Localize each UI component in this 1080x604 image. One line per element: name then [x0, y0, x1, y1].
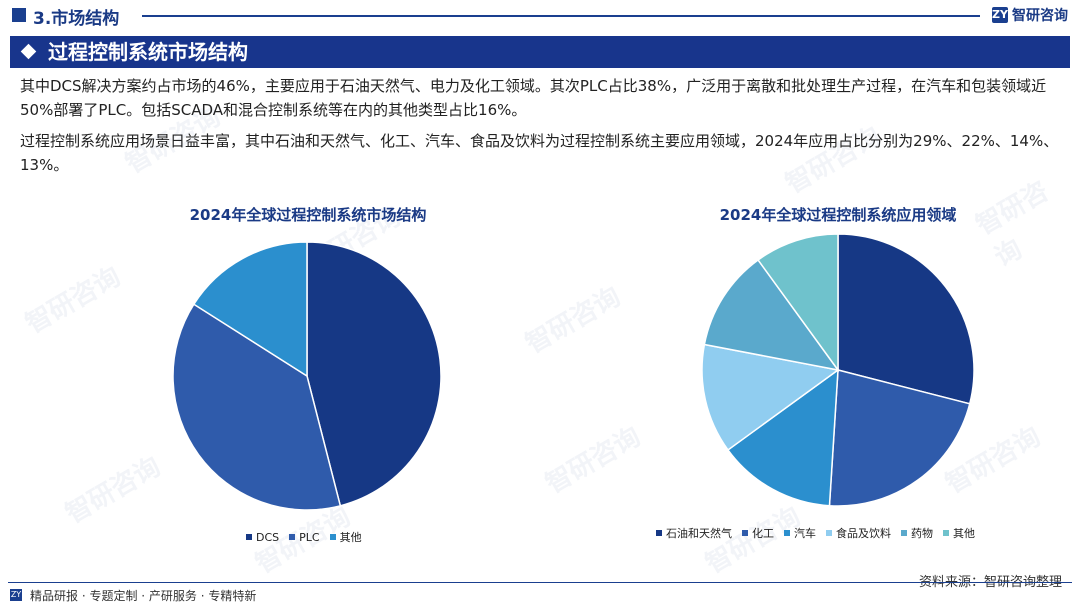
legend-swatch — [329, 534, 336, 540]
legend-label: 化工 — [752, 527, 774, 540]
brand-logo: ZY 智研咨询 — [992, 5, 1068, 25]
diamond-icon — [20, 43, 37, 60]
logo-text: 智研咨询 — [1012, 8, 1068, 24]
footer-rule — [8, 582, 1072, 583]
footer-logo-icon: ZY — [10, 589, 22, 601]
legend-item: 石油和天然气 — [656, 525, 732, 541]
pie-chart-market-structure — [172, 241, 442, 511]
paragraph-applications: 过程控制系统应用场景日益丰富，其中石油和天然气、化工、汽车、食品及饮料为过程控制… — [20, 132, 1059, 174]
pie-slice-3 — [192, 241, 308, 378]
title-banner: 过程控制系统市场结构 — [10, 36, 1070, 68]
legend-item: 汽车 — [784, 525, 816, 541]
pie-slice-2 — [828, 369, 971, 507]
legend-label: 药物 — [911, 527, 933, 540]
pie-slice-1 — [837, 233, 975, 405]
legend-item: 其他 — [329, 529, 362, 545]
legend-swatch — [289, 534, 296, 540]
footer-links: 精品研报 · 专题定制 · 产研服务 · 专精特新 — [30, 589, 257, 603]
paragraph-market-share: 其中DCS解决方案约占市场的46%，主要应用于石油天然气、电力及化工领域。其次P… — [20, 77, 1047, 119]
header-rule — [142, 15, 980, 17]
watermark-text: 智研咨询 — [60, 451, 166, 530]
pie-slice-2 — [172, 303, 342, 511]
legend-label: 食品及饮料 — [836, 527, 891, 540]
watermark-text: 智研咨询 — [20, 261, 126, 340]
legend-swatch — [246, 534, 252, 540]
pie-chart-application-fields — [701, 233, 975, 507]
legend-swatch — [943, 530, 949, 536]
legend-swatch — [901, 530, 907, 536]
legend-label: 其他 — [339, 531, 362, 544]
pie-slice-5 — [703, 258, 840, 372]
legend-label: 其他 — [953, 527, 975, 540]
legend-swatch — [826, 530, 832, 536]
page-title: 过程控制系统市场结构 — [48, 40, 248, 64]
legend-label: DCS — [256, 530, 280, 544]
legend-label: 汽车 — [794, 527, 816, 540]
legend-item: 其他 — [943, 525, 975, 541]
legend-label: PLC — [299, 530, 320, 544]
logo-icon: ZY — [992, 7, 1008, 23]
legend-item: 化工 — [742, 525, 774, 541]
pie-slice-3 — [726, 368, 839, 507]
legend-market-structure: DCS PLC 其他 — [246, 529, 362, 545]
watermark-text: 智研咨询 — [520, 281, 626, 360]
legend-item: DCS — [246, 531, 279, 544]
legend-item: PLC — [289, 530, 320, 544]
section-marker — [12, 8, 26, 22]
top-bar: 3.市场结构 ZY 智研咨询 — [0, 0, 1080, 30]
watermark-text: 智研咨询 — [540, 421, 646, 500]
source-note: 资料来源：智研咨询整理 — [918, 575, 1062, 590]
legend-application-fields: 石油和天然气 化工 汽车 食品及饮料 药物 其他 — [656, 525, 975, 541]
legend-swatch — [742, 530, 748, 536]
pie-slice-1 — [306, 241, 442, 507]
legend-item: 食品及饮料 — [826, 525, 891, 541]
section-title: 3.市场结构 — [33, 9, 120, 29]
legend-item: 药物 — [901, 525, 933, 541]
pie-slice-4 — [701, 343, 840, 451]
chart-title-market-structure: 2024年全球过程控制系统市场结构 — [189, 206, 427, 224]
pie-slice-6 — [757, 233, 839, 373]
chart-title-application-fields: 2024年全球过程控制系统应用领域 — [719, 206, 957, 224]
legend-swatch — [784, 530, 790, 536]
legend-label: 石油和天然气 — [666, 527, 732, 540]
legend-swatch — [656, 530, 662, 536]
